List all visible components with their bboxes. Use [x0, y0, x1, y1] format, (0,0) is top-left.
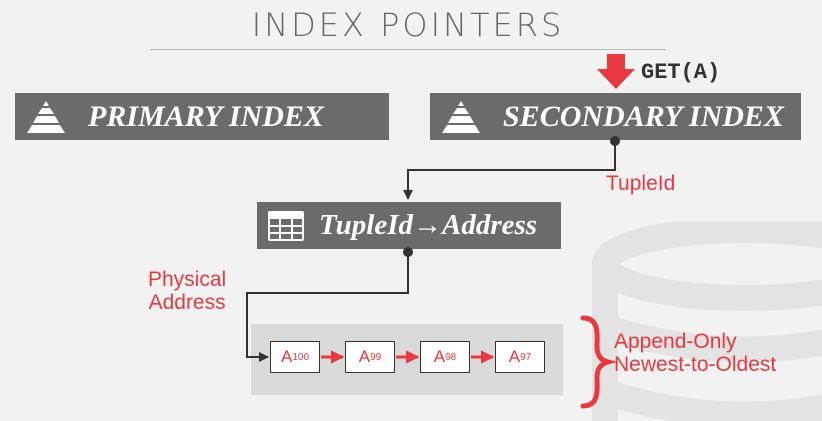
tupleid-address-table-box: TupleId→Address: [257, 202, 561, 249]
pyramid-icon: [442, 100, 480, 133]
physical-label-line1: Physical: [148, 268, 227, 291]
version-node: A 99: [345, 341, 395, 373]
version-base: A: [280, 347, 293, 366]
get-query-label: GET(A): [641, 60, 721, 85]
title-divider: [150, 49, 666, 50]
physical-label-line2: Address: [148, 291, 226, 314]
secondary-index-box: SECONDARY INDEX: [430, 93, 801, 140]
version-subscript: 100: [292, 351, 310, 363]
version-base: A: [433, 347, 446, 366]
primary-index-label: PRIMARY INDEX: [88, 99, 324, 133]
append-label-line1: Append-Only: [614, 330, 737, 353]
database-cylinder-background: [592, 222, 822, 421]
pyramid-icon: [27, 100, 65, 133]
version-base: A: [508, 347, 521, 366]
version-subscript: 97: [520, 351, 532, 363]
append-label-line2: Newest-to-Oldest: [614, 353, 777, 376]
version-subscript: 99: [370, 351, 382, 363]
append-only-label: Append-Only Newest-to-Oldest: [614, 330, 776, 376]
version-subscript: 98: [445, 351, 457, 363]
secondary-to-table-connector: [403, 136, 620, 200]
table-icon: [268, 210, 304, 241]
version-node: A 98: [420, 341, 470, 373]
primary-index-box: PRIMARY INDEX: [15, 93, 389, 140]
version-node: A 97: [495, 341, 545, 373]
version-node: A 100: [270, 341, 320, 373]
tupleid-pointer-label: TupleId: [606, 172, 676, 195]
physical-address-label: Physical Address: [148, 268, 226, 314]
slide-title: INDEX POINTERS: [251, 6, 565, 44]
tupleid-address-label: TupleId→Address: [319, 209, 538, 241]
red-down-arrow-icon: [597, 54, 635, 89]
version-base: A: [358, 347, 371, 366]
secondary-index-label: SECONDARY INDEX: [503, 99, 784, 133]
